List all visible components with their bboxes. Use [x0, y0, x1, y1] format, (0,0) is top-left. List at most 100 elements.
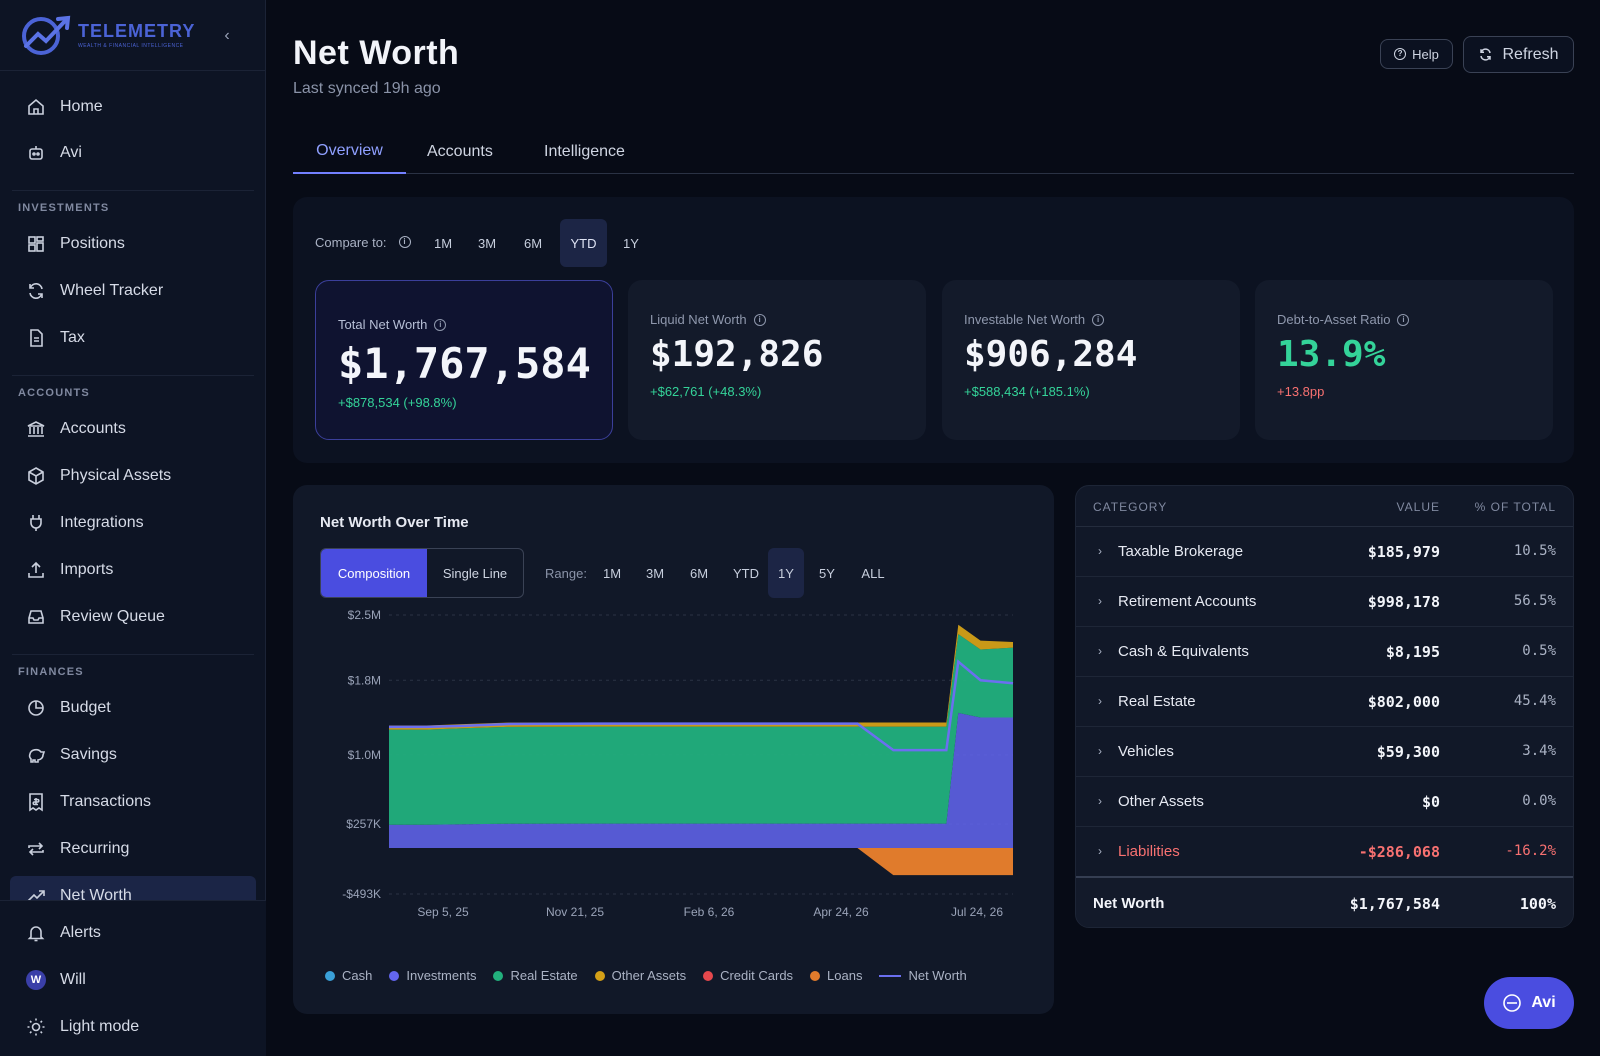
legend-item-credit-cards[interactable]: Credit Cards — [703, 968, 793, 983]
robot-icon — [29, 146, 43, 160]
sidebar-item-user[interactable]: W Will — [10, 960, 256, 1000]
sidebar-item-light-mode[interactable]: Light mode — [10, 1007, 256, 1047]
row-percent: 0.5% — [1522, 643, 1556, 659]
piggy-bank-icon — [28, 748, 46, 763]
sidebar-item-label: Transactions — [60, 793, 151, 810]
sidebar-item-recurring[interactable]: Recurring — [10, 829, 256, 869]
kpi-label-text: Liquid Net Worth — [650, 312, 747, 327]
sidebar-item-review-queue[interactable]: Review Queue — [10, 597, 256, 637]
compare-option-1m[interactable]: 1M — [433, 235, 453, 251]
pie-chart-icon — [28, 700, 44, 716]
range-option-6m[interactable]: 6M — [689, 565, 709, 581]
legend-item-loans[interactable]: Loans — [810, 968, 862, 983]
kpi-change: +$62,761 (+48.3%) — [650, 384, 762, 399]
row-percent: -16.2% — [1505, 843, 1556, 859]
tab-intelligence[interactable]: Intelligence — [544, 143, 625, 160]
sidebar-item-avi[interactable]: Avi — [10, 133, 256, 173]
table-row[interactable]: › Taxable Brokerage $185,979 10.5% — [1076, 527, 1573, 577]
sidebar-item-budget[interactable]: Budget — [10, 688, 256, 728]
table-row[interactable]: › Other Assets $0 0.0% — [1076, 777, 1573, 827]
range-option-1y[interactable]: 1Y — [768, 548, 804, 598]
y-tick-label: $1.0M — [348, 748, 381, 762]
tab-accounts[interactable]: Accounts — [427, 143, 493, 160]
trending-up-icon — [27, 890, 45, 902]
sidebar-item-label: Home — [60, 98, 103, 115]
row-value: $185,979 — [1367, 543, 1440, 561]
info-icon[interactable]: i — [753, 313, 766, 326]
row-value: $8,195 — [1385, 643, 1440, 661]
mode-composition-button[interactable]: Composition — [321, 549, 427, 597]
compare-option-1y[interactable]: 1Y — [623, 235, 639, 251]
row-value: -$286,068 — [1358, 843, 1440, 861]
repeat-icon — [28, 842, 44, 856]
sidebar-item-accounts[interactable]: Accounts — [10, 409, 256, 449]
sidebar-item-savings[interactable]: Savings — [10, 735, 256, 775]
range-option-3m[interactable]: 3M — [645, 565, 665, 581]
sidebar-item-positions[interactable]: Positions — [10, 224, 256, 264]
kpi-card-debt-to-asset[interactable]: Debt-to-Asset Ratio i 13.9% +13.8pp — [1255, 280, 1553, 440]
chevron-right-icon[interactable]: › — [1098, 794, 1102, 808]
tab-overview[interactable]: Overview — [293, 130, 406, 174]
table-row[interactable]: › Cash & Equivalents $8,195 0.5% — [1076, 627, 1573, 677]
legend-item-real-estate[interactable]: Real Estate — [493, 968, 578, 983]
kpi-card-liquid-net-worth[interactable]: Liquid Net Worth i $192,826 +$62,761 (+48… — [628, 280, 926, 440]
row-percent: 56.5% — [1513, 593, 1556, 609]
sidebar-item-home[interactable]: Home — [10, 87, 256, 127]
compare-option-6m[interactable]: 6M — [523, 235, 543, 251]
legend-item-other-assets[interactable]: Other Assets — [594, 968, 686, 983]
sidebar-item-alerts[interactable]: Alerts — [10, 913, 256, 953]
avi-assistant-button[interactable]: Avi — [1484, 977, 1574, 1029]
compare-option-3m[interactable]: 3M — [477, 235, 497, 251]
kpi-label: Liquid Net Worth i — [650, 312, 766, 327]
table-row[interactable]: › Real Estate $802,000 45.4% — [1076, 677, 1573, 727]
table-row-liabilities[interactable]: › Liabilities -$286,068 -16.2% — [1076, 827, 1573, 877]
y-tick-label: -$493K — [342, 887, 381, 901]
category-breakdown-table: CATEGORY VALUE % OF TOTAL › Taxable Broke… — [1075, 485, 1574, 928]
sidebar-item-wheel-tracker[interactable]: Wheel Tracker — [10, 271, 256, 311]
kpi-card-investable-net-worth[interactable]: Investable Net Worth i $906,284 +$588,434… — [942, 280, 1240, 440]
sidebar-item-imports[interactable]: Imports — [10, 550, 256, 590]
row-value: $998,178 — [1367, 593, 1440, 611]
kpi-value: 13.9% — [1277, 334, 1386, 375]
receipt-icon — [29, 793, 43, 812]
refresh-cycle-icon — [29, 283, 43, 299]
refresh-button[interactable]: Refresh — [1463, 36, 1574, 73]
chevron-right-icon[interactable]: › — [1098, 594, 1102, 608]
range-option-ytd[interactable]: YTD — [733, 565, 759, 581]
chevron-right-icon[interactable]: › — [1098, 744, 1102, 758]
net-worth-area-chart[interactable]: $2.5M $1.8M $1.0M $257K -$493K Sep 5, 25 Nov 2… — [293, 602, 1054, 982]
sidebar-item-tax[interactable]: Tax — [10, 318, 256, 358]
legend-item-investments[interactable]: Investments — [389, 968, 476, 983]
row-value: $59,300 — [1376, 743, 1440, 761]
sidebar-item-physical-assets[interactable]: Physical Assets — [10, 456, 256, 496]
help-button[interactable]: ? Help — [1380, 39, 1453, 69]
info-icon[interactable]: i — [434, 318, 447, 331]
sidebar-item-transactions[interactable]: Transactions — [10, 782, 256, 822]
column-header-percent[interactable]: % OF TOTAL — [1474, 500, 1556, 514]
mode-single-line-button[interactable]: Single Line — [442, 565, 508, 581]
column-header-category[interactable]: CATEGORY — [1093, 500, 1168, 514]
chevron-right-icon[interactable]: › — [1098, 844, 1102, 858]
sidebar: TELEMETRY WEALTH & FINANCIAL INTELLIGENC… — [0, 0, 266, 1056]
kpi-label-text: Total Net Worth — [338, 317, 428, 332]
table-row[interactable]: › Retirement Accounts $998,178 56.5% — [1076, 577, 1573, 627]
collapse-sidebar-icon[interactable]: ‹ — [224, 27, 230, 44]
info-icon[interactable]: i — [1397, 313, 1410, 326]
chevron-right-icon[interactable]: › — [1098, 544, 1102, 558]
legend-item-cash[interactable]: Cash — [325, 968, 372, 983]
sidebar-item-integrations[interactable]: Integrations — [10, 503, 256, 543]
table-row[interactable]: › Vehicles $59,300 3.4% — [1076, 727, 1573, 777]
info-icon[interactable]: i — [1092, 313, 1105, 326]
chevron-right-icon[interactable]: › — [1098, 644, 1102, 658]
info-icon[interactable]: i — [398, 236, 411, 248]
range-option-5y[interactable]: 5Y — [819, 565, 835, 581]
telemetry-logo-icon[interactable] — [20, 14, 74, 56]
range-option-1m[interactable]: 1M — [602, 565, 622, 581]
range-option-all[interactable]: ALL — [861, 565, 885, 581]
chevron-right-icon[interactable]: › — [1098, 694, 1102, 708]
compare-option-ytd[interactable]: YTD — [560, 219, 607, 267]
legend-item-net-worth[interactable]: Net Worth — [879, 968, 967, 983]
column-header-value[interactable]: VALUE — [1396, 500, 1440, 514]
kpi-card-total-net-worth[interactable]: Total Net Worth i $1,767,584 +$878,534 (+… — [315, 280, 613, 440]
help-circle-icon: ? — [1394, 48, 1407, 60]
